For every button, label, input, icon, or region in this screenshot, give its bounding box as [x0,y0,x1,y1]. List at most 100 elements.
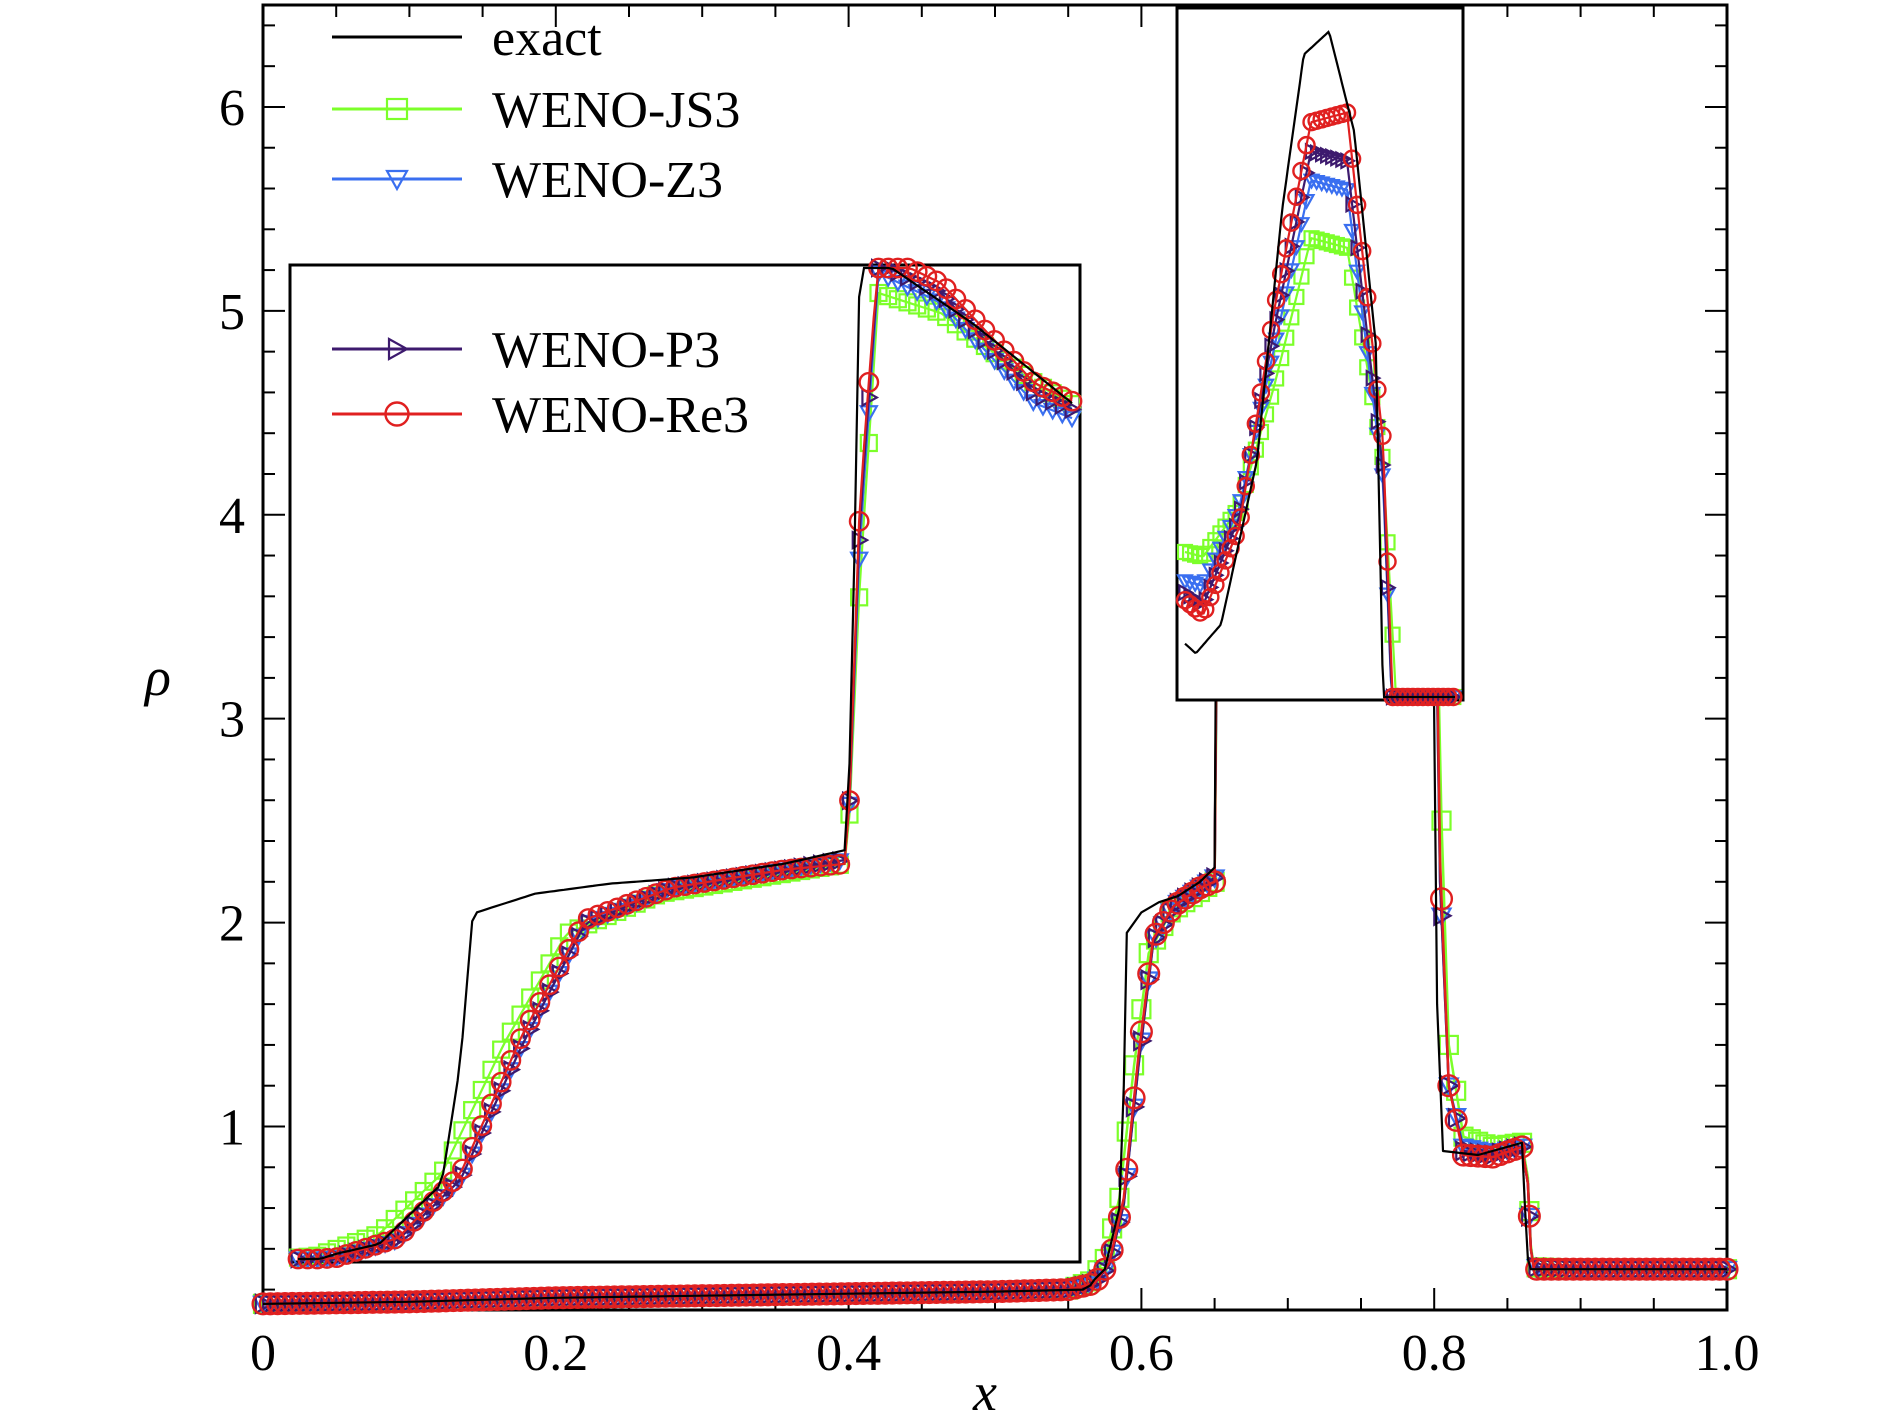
inset-marker-weno-p3 [1264,337,1281,356]
marker-weno-re3 [1444,1108,1468,1132]
inset-marker-weno-js3 [850,588,869,607]
marker-weno-re3 [1115,1157,1139,1181]
marker-weno-re3 [1473,1145,1497,1169]
inset-marker-weno-js3 [1181,545,1199,562]
inset-marker-weno-z3 [1333,181,1351,198]
legend-marker-weno-p3 [387,337,410,361]
inset-marker-weno-z3 [1322,179,1341,196]
inset-marker-weno-js3 [1288,288,1305,306]
inset-marker-weno-re3 [597,901,618,922]
inset-marker-weno-re3 [471,1115,493,1136]
y-tick-label: 6 [219,80,245,137]
inset-marker-weno-z3 [1328,180,1346,197]
marker-weno-re3 [1144,922,1168,946]
inset-marker-weno-p3 [513,1038,531,1059]
inset-marker-weno-re3 [848,510,870,532]
marker-weno-re3 [1159,899,1183,923]
inset-marker-weno-re3 [1297,135,1316,155]
legend-label: WENO-Re3 [492,387,749,444]
x-axis-label: x [972,1362,997,1415]
inset-marker-weno-p3 [1355,282,1372,301]
inset-marker-weno-re3 [539,974,560,996]
inset-marker-weno-re3 [558,938,580,960]
marker-weno-re3 [1429,887,1454,911]
inset-marker-weno-re3 [364,1234,386,1256]
legend-label: WENO-Z3 [492,152,723,209]
inset-marker-weno-re3 [1282,213,1301,232]
inset-marker-weno-js3 [550,937,569,956]
inset-marker-weno-re3 [635,886,657,908]
inset-marker-weno-js3 [1308,231,1325,248]
inset-marker-weno-re3 [1292,161,1311,181]
inset-marker-weno-re3 [916,265,938,287]
marker-weno-js3 [1116,1121,1137,1142]
inset-marker-weno-z3 [1176,574,1194,591]
inset-marker-weno-re3 [500,1050,522,1071]
inset-marker-weno-re3 [752,862,773,884]
inset-marker-weno-z3 [1206,552,1225,569]
inset-marker-weno-re3 [1342,149,1362,168]
inset-marker-weno-re3 [1266,290,1286,310]
inset-marker-weno-re3 [1241,445,1261,465]
legend: exact WENO-JS3 WENO-Z3 WENO-P3 WENO-Re3 [332,10,749,444]
inset-marker-weno-re3 [1246,414,1266,433]
inset-zoom-right [1175,6,1465,707]
y-tick-label: 1 [219,1099,245,1156]
inset-marker-weno-re3 [519,1009,541,1031]
inset-marker-weno-p3 [493,1080,512,1101]
legend-label: WENO-JS3 [492,82,740,139]
inset-marker-weno-p3 [1325,147,1342,166]
inset-marker-weno-js3 [385,1209,404,1229]
inset-marker-weno-re3 [858,371,880,393]
marker-weno-re3 [1078,1272,1102,1297]
inset-marker-weno-re3 [829,853,851,875]
inset-marker-weno-re3 [548,956,570,978]
inset-marker-weno-re3 [684,873,706,895]
inset-marker-weno-re3 [1051,386,1073,407]
x-tick-label: 0.8 [1402,1325,1467,1382]
inset-marker-weno-z3 [1211,541,1230,558]
axis-ticks [262,5,1728,1310]
inset-marker-weno-re3 [606,897,628,919]
inset-marker-weno-re3 [1201,587,1220,607]
inset-marker-weno-js3 [1328,236,1345,254]
inset-marker-weno-re3 [906,261,928,282]
inset-marker-weno-re3 [761,861,783,883]
inset-marker-weno-p3 [1064,399,1083,420]
inset-marker-weno-re3 [1231,508,1250,527]
inset-marker-weno-re3 [1357,288,1377,307]
inset-marker-weno-js3 [463,1101,482,1120]
marker-weno-z3 [1093,1262,1116,1282]
inset-marker-weno-js3 [453,1121,472,1140]
marker-weno-js3 [1131,999,1152,1020]
inset-marker-weno-re3 [616,893,638,915]
inset-marker-weno-re3 [1042,381,1064,403]
inset-marker-weno-js3 [443,1141,462,1160]
inset-marker-weno-re3 [452,1158,473,1180]
inset-marker-weno-js3 [1192,547,1209,565]
x-tick-label: 0 [250,1325,276,1382]
x-tick-label: 0.6 [1109,1325,1174,1382]
inset-marker-weno-js3 [1268,370,1285,387]
inset-marker-weno-re3 [626,890,648,912]
inset-marker-weno-re3 [1271,264,1291,284]
marker-weno-js3 [1431,810,1452,831]
marker-weno-re3 [1137,962,1161,986]
inset-marker-weno-re3 [1206,575,1225,595]
inset-marker-weno-js3 [1384,626,1401,643]
marker-weno-re3 [1129,1020,1153,1044]
inset-marker-weno-re3 [1251,383,1271,402]
inset-marker-weno-js3 [917,299,936,318]
y-tick-label: 5 [219,284,245,341]
inset-marker-weno-re3 [1185,599,1205,618]
inset-marker-weno-z3 [1186,576,1204,593]
inset-marker-weno-p3 [861,387,880,408]
inset-frame [288,263,1082,1264]
inset-marker-weno-re3 [568,921,589,943]
inset-marker-weno-js3 [879,287,898,306]
marker-weno-re3 [1517,1204,1541,1228]
legend-marker-weno-z3 [385,169,409,192]
legend-marker-weno-re3 [384,401,410,427]
inset-marker-weno-js3 [1318,234,1335,251]
inset-marker-weno-js3 [1278,329,1295,346]
